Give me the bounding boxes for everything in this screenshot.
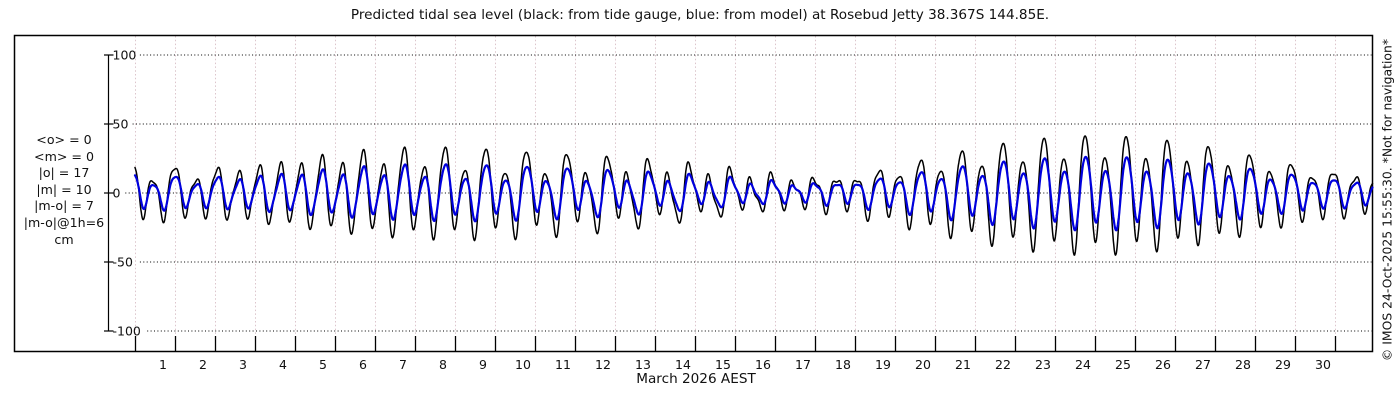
copyright-watermark: © IMOS 24-Oct-2025 15:55:30. *Not for na… xyxy=(1379,38,1395,362)
x-tick-label: 26 xyxy=(1155,357,1171,372)
x-tick-label: 11 xyxy=(555,357,571,372)
plot-frame xyxy=(13,34,1374,353)
chart-title: Predicted tidal sea level (black: from t… xyxy=(350,7,1050,23)
y-tick-label: 50 xyxy=(113,116,129,131)
x-tick-label: 25 xyxy=(1115,357,1131,372)
x-tick-label: 18 xyxy=(835,357,851,372)
x-axis-ticks xyxy=(134,336,1337,351)
x-tick-label: 23 xyxy=(1035,357,1051,372)
model-line xyxy=(133,155,1374,232)
horizontal-gridlines xyxy=(125,54,1372,332)
tide-gauge-curve xyxy=(134,135,1374,256)
stat-line-model-mean: <m> = 0 xyxy=(34,148,94,164)
x-tick-label: 16 xyxy=(755,357,771,372)
stat-units-label: cm xyxy=(54,231,74,247)
stat-line-model-abs: |m| = 10 xyxy=(36,181,92,197)
model-curve xyxy=(133,155,1374,232)
x-tick-label: 10 xyxy=(515,357,531,372)
stat-line-obs-abs: |o| = 17 xyxy=(38,165,90,181)
x-tick-labels: 1 2 3 4 5 6 7 8 9 10 11 12 13 14 15 16 17 18 19 20 21 22 23 24 2… xyxy=(159,357,1331,372)
vertical-gridlines xyxy=(135,36,1336,351)
y-tick-label: 100 xyxy=(113,47,137,62)
x-tick-label: 28 xyxy=(1235,357,1251,372)
y-tick-label: -50 xyxy=(113,254,133,269)
tide-gauge-line xyxy=(134,135,1374,256)
x-tick-label: 21 xyxy=(955,357,971,372)
stat-line-obs-mean: <o> = 0 xyxy=(36,132,92,147)
x-tick-label: 1 xyxy=(159,357,167,372)
y-tick-labels: 100 50 0 -50 -100 xyxy=(113,47,141,338)
x-tick-label: 5 xyxy=(319,357,327,372)
x-tick-label: 8 xyxy=(439,357,447,372)
x-tick-label: 29 xyxy=(1275,357,1291,372)
x-axis-title: March 2026 AEST xyxy=(636,371,756,387)
stats-panel: <o> = 0 <m> = 0 |o| = 17 |m| = 10 |m-o| … xyxy=(14,132,114,248)
x-tick-label: 13 xyxy=(635,357,651,372)
x-tick-label: 22 xyxy=(995,357,1011,372)
stat-line-diff-abs: |m-o| = 7 xyxy=(34,198,94,214)
y-tick-label: -100 xyxy=(113,323,141,338)
x-tick-label: 12 xyxy=(595,357,611,372)
y-tick-label: 0 xyxy=(113,185,121,200)
x-tick-label: 7 xyxy=(399,357,407,372)
x-tick-label: 14 xyxy=(675,357,691,372)
x-tick-label: 9 xyxy=(479,357,487,372)
x-tick-label: 15 xyxy=(715,357,731,372)
x-tick-label: 24 xyxy=(1075,357,1091,372)
x-tick-label: 27 xyxy=(1195,357,1211,372)
x-tick-label: 17 xyxy=(795,357,811,372)
x-tick-label: 6 xyxy=(359,357,367,372)
stat-line-diff-1h: |m-o|@1h=6 xyxy=(23,214,105,230)
x-tick-label: 3 xyxy=(239,357,247,372)
x-tick-label: 20 xyxy=(915,357,931,372)
y-axis-ticks xyxy=(104,54,114,332)
x-tick-label: 30 xyxy=(1315,357,1331,372)
x-tick-label: 19 xyxy=(875,357,891,372)
x-tick-label: 2 xyxy=(199,357,207,372)
x-tick-label: 4 xyxy=(279,357,287,372)
